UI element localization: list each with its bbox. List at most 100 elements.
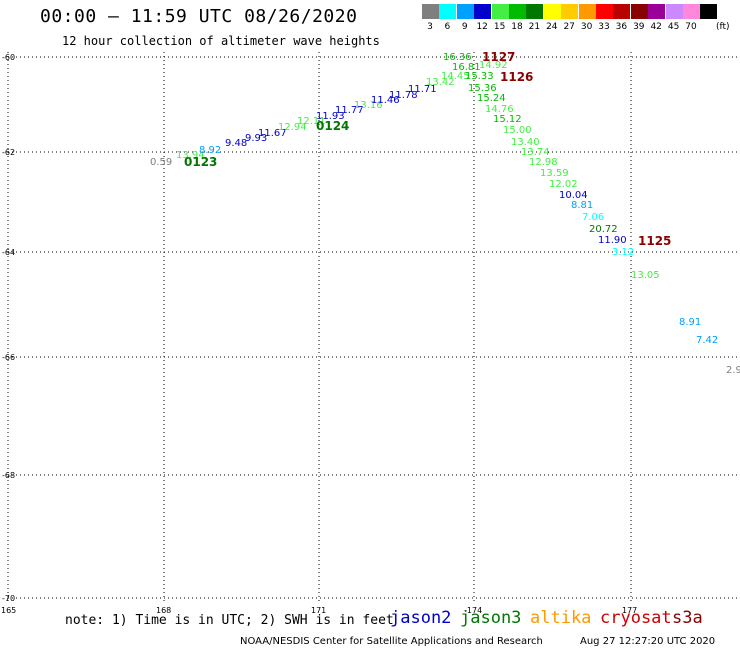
longitude-label: 168 bbox=[156, 606, 171, 615]
wave-height-value: 11.90 bbox=[598, 235, 627, 246]
longitude-label: 171 bbox=[311, 606, 326, 615]
legend-s3a: s3a bbox=[672, 608, 703, 628]
wave-height-value: 15.24 bbox=[477, 93, 506, 104]
scale-swatch bbox=[543, 4, 561, 19]
wave-height-value: 11.71 bbox=[408, 84, 437, 95]
map-grid bbox=[7, 52, 740, 603]
wave-height-value: 16.36 bbox=[443, 52, 472, 63]
wave-height-value: 11.78 bbox=[389, 90, 418, 101]
wave-height-value: 3.12 bbox=[612, 247, 634, 258]
wave-height-observations: 0.5913.948.929.489.9311.6712.9412.1111.9… bbox=[150, 52, 740, 376]
wave-height-value: 12.11 bbox=[297, 116, 326, 127]
wave-height-value: 20.72 bbox=[589, 224, 618, 235]
wave-height-value: 14.45 bbox=[441, 71, 470, 82]
wave-height-value: 15.00 bbox=[503, 125, 532, 136]
wave-height-value: 15.12 bbox=[493, 114, 522, 125]
wave-height-value: 15.33 bbox=[465, 71, 494, 82]
scale-label: 9 bbox=[461, 22, 468, 32]
wave-height-value: 8.91 bbox=[679, 317, 701, 328]
scale-label: 30 bbox=[580, 22, 593, 32]
scale-swatch bbox=[474, 4, 492, 19]
scale-label: 27 bbox=[563, 22, 575, 32]
scale-label: 12 bbox=[476, 22, 488, 32]
longitude-label: 177 bbox=[622, 606, 637, 615]
axis-labels: -60 -62 -64 -66 -68 -70 165 168 171 -174 177 bbox=[1, 53, 637, 615]
scale-swatch bbox=[700, 4, 718, 19]
wave-height-value: 11.77 bbox=[335, 105, 364, 116]
credit-line: NOAA/NESDIS Center for Satellite Applica… bbox=[240, 636, 543, 647]
wave-height-value: 12.02 bbox=[549, 179, 578, 190]
wave-height-value: 13.59 bbox=[540, 168, 569, 179]
longitude-label: -174 bbox=[464, 606, 482, 615]
map-title: 00:00 – 11:59 UTC 08/26/2020 bbox=[40, 6, 358, 27]
scale-label: 6 bbox=[444, 22, 451, 32]
wave-height-value: 13.05 bbox=[631, 270, 660, 281]
scale-label: 42 bbox=[650, 22, 662, 32]
scale-label: 15 bbox=[493, 22, 506, 32]
scale-swatch bbox=[561, 4, 579, 19]
wave-height-value: 0.59 bbox=[150, 157, 172, 168]
pass-time-label: 0124 bbox=[316, 119, 349, 133]
wave-height-value: 14.92 bbox=[479, 60, 508, 71]
wave-height-value: 9.48 bbox=[225, 138, 247, 149]
latitude-label: -62 bbox=[2, 148, 15, 157]
scale-swatch bbox=[683, 4, 700, 19]
wave-height-value: 12.94 bbox=[278, 122, 307, 133]
wave-height-value: 13.94 bbox=[176, 150, 205, 161]
generated-timestamp: Aug 27 12:27:20 UTC 2020 bbox=[580, 636, 716, 647]
wave-height-value: 2.9 bbox=[726, 365, 740, 376]
latitude-label: -60 bbox=[2, 53, 15, 62]
wave-height-value: 13.16 bbox=[354, 100, 383, 111]
pass-time-label: 1125 bbox=[638, 234, 671, 248]
scale-label: 21 bbox=[528, 22, 541, 32]
footer-note: note: 1) Time is in UTC; 2) SWH is in fe… bbox=[65, 613, 394, 628]
wave-height-value: 10.04 bbox=[559, 190, 588, 201]
scale-label: 3 bbox=[427, 22, 433, 32]
scale-swatch bbox=[509, 4, 526, 19]
scale-label: 45 bbox=[667, 22, 680, 32]
wave-height-value: 12.98 bbox=[529, 157, 558, 168]
map-subtitle: 12 hour collection of altimeter wave hei… bbox=[62, 34, 380, 48]
legend-jason2: jason2 bbox=[390, 608, 452, 628]
scale-swatch bbox=[630, 4, 648, 19]
pass-time-label: 1126 bbox=[500, 70, 533, 84]
scale-label: 36 bbox=[615, 22, 628, 32]
pass-time-label: 0123 bbox=[184, 155, 217, 169]
pass-time-labels: 0123 0124 1127 1126 1125 bbox=[184, 50, 671, 248]
scale-swatch bbox=[456, 4, 474, 19]
legend-jason3: jason3 bbox=[460, 608, 522, 628]
scale-label: 18 bbox=[511, 22, 523, 32]
wave-height-value: 13.74 bbox=[521, 147, 550, 158]
scale-label: 70 bbox=[685, 22, 697, 32]
longitude-label: 165 bbox=[1, 606, 16, 615]
wave-height-value: 7.42 bbox=[696, 335, 718, 346]
wave-height-value: 9.93 bbox=[245, 133, 267, 144]
wave-height-value: 11.67 bbox=[258, 128, 287, 139]
latitude-label: -64 bbox=[2, 248, 15, 257]
wave-height-value: 8.81 bbox=[571, 200, 593, 211]
wave-height-value: 11.46 bbox=[371, 95, 400, 106]
scale-swatch bbox=[648, 4, 666, 19]
wave-height-value: 15.36 bbox=[468, 83, 497, 94]
wave-height-value: 13.42 bbox=[426, 77, 455, 88]
scale-swatch bbox=[665, 4, 683, 19]
scale-swatch bbox=[526, 4, 544, 19]
scale-swatch bbox=[439, 4, 457, 19]
scale-label: 39 bbox=[633, 22, 645, 32]
scale-swatch bbox=[422, 4, 439, 19]
scale-label: 24 bbox=[546, 22, 558, 32]
wave-height-value: 11.93 bbox=[316, 111, 345, 122]
legend-cryosat: cryosat bbox=[600, 608, 672, 628]
latitude-label: -66 bbox=[2, 353, 15, 362]
scale-swatch bbox=[578, 4, 596, 19]
scale-swatch bbox=[491, 4, 509, 19]
wave-height-value: 7.06 bbox=[582, 212, 604, 223]
legend-altika: altika bbox=[530, 608, 592, 628]
wave-height-value: 14.76 bbox=[485, 104, 514, 115]
wave-height-value: 16.81 bbox=[452, 62, 481, 73]
scale-unit: (ft) bbox=[716, 22, 730, 32]
latitude-label: -68 bbox=[2, 471, 15, 480]
wave-height-value: 8.92 bbox=[199, 145, 221, 156]
pass-time-label: 1127 bbox=[482, 50, 515, 64]
